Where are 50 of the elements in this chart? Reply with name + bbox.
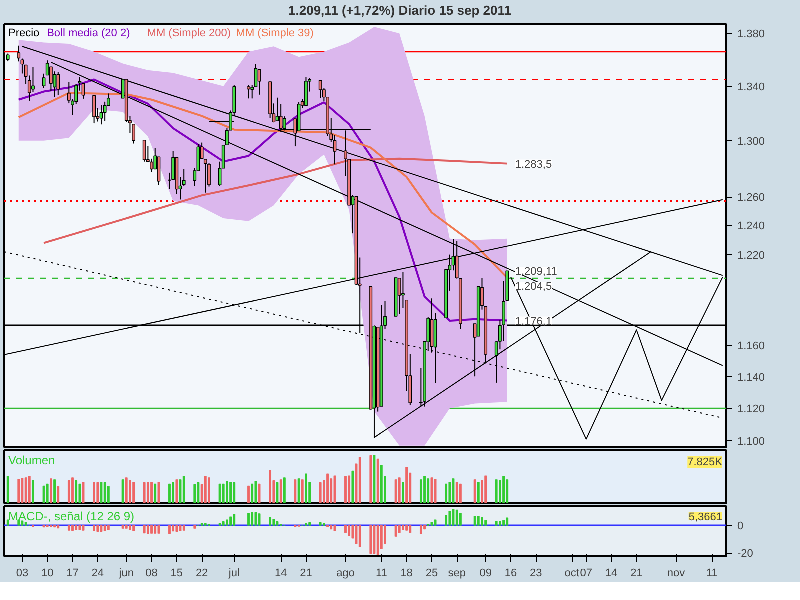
x-tick-label: 14 [605,568,618,580]
series-label: Precio [8,28,40,40]
y-tick-label: 1.340 [738,81,766,94]
x-tick-label: 25 [426,568,438,580]
x-tick-label: 15 [170,568,184,580]
annotation: 7.825K [688,456,724,468]
y-tick-label: 1.380 [738,28,766,41]
x-tick-label: 17 [66,568,79,580]
annotation: 1.283,5 [515,158,552,171]
x-tick-label: nov [667,568,686,580]
annotation: 1.176,1 [515,316,552,328]
text: MM (Simple 39) [236,28,314,40]
x-tick-label: 18 [400,568,413,580]
x-tick-label: 16 [504,568,518,580]
annotation: 5,3661 [688,512,723,524]
x-tick-label: 11 [706,568,718,580]
x-tick-label: 10 [41,568,54,580]
chart-title: 1.209,11 (+1,72%) Diario 15 sep 2011 [288,2,512,20]
y-tick-label: 0 [738,520,744,533]
y-tick-label: 1.240 [738,220,766,233]
y-tick-label: -20 [738,548,754,560]
x-tick-label: 07 [580,568,593,580]
chart-title: Volumen [8,454,56,468]
x-tick-label: 22 [196,568,208,580]
x-tick-label: 21 [630,568,643,580]
x-tick-label: oct [564,568,580,580]
y-tick-label: 1.140 [738,372,766,384]
chart-title: MACD-, señal (12 26 9) [8,510,135,524]
y-tick-label: 1.100 [738,436,766,448]
x-tick-label: 23 [530,568,542,580]
x-tick-label: jul [228,568,240,580]
x-tick-label: 03 [16,568,29,580]
x-tick-label: ago [336,568,355,580]
y-tick-label: 1.120 [738,404,766,416]
x-tick-label: 09 [480,568,492,580]
y-tick-label: 1.220 [738,250,766,262]
y-tick-label: 1.300 [738,136,766,148]
x-tick-label: 14 [274,568,288,580]
text: Boll media (20 2) [47,28,130,40]
x-tick-label: jun [118,568,134,580]
annotation: 1.204,5 [515,281,552,294]
x-tick-label: 08 [146,568,158,580]
x-tick-label: 24 [92,568,104,580]
x-tick-label: sep [448,568,466,580]
annotation: 1.209,11 [515,266,558,278]
y-tick-label: 1.160 [738,340,766,353]
x-tick-label: 21 [300,568,312,580]
text: MM (Simple 200) [147,28,232,40]
x-tick-label: 11 [376,568,388,580]
y-tick-label: 1.260 [738,192,766,204]
